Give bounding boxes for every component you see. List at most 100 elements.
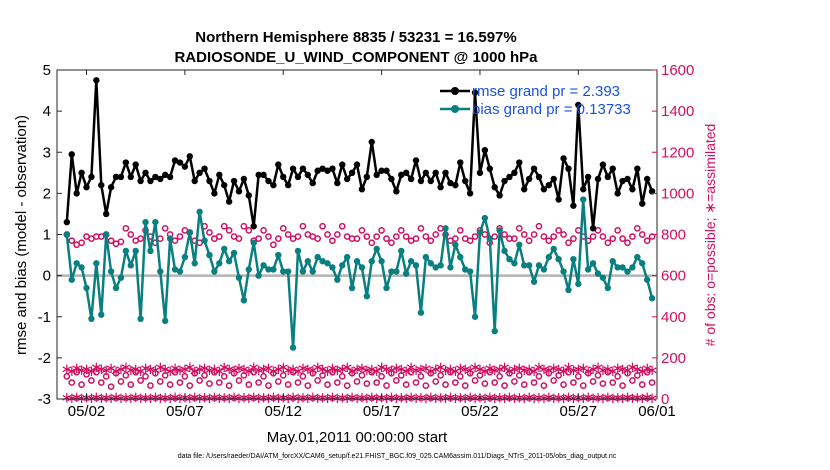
bias-point [93, 260, 100, 267]
bias-point [280, 268, 287, 275]
y-tick-label: 2 [43, 185, 51, 202]
obs-possible-marker [560, 381, 567, 388]
rmse-point [560, 155, 567, 162]
obs-assimilated-marker: ∗ [124, 390, 137, 407]
obs-possible-marker [466, 369, 474, 377]
obs-possible-marker [343, 382, 351, 389]
bias-point [565, 286, 572, 294]
obs-assimilated-marker: ∗ [439, 362, 452, 379]
obs-assimilated-marker: ∗ [292, 390, 305, 407]
bias-point [122, 247, 130, 255]
obs-possible-marker [402, 233, 410, 240]
bias-point [255, 272, 262, 279]
rmse-point [422, 169, 430, 177]
obs-assimilated-marker: ∗ [267, 363, 280, 380]
obs-possible-marker [373, 379, 381, 386]
obs-assimilated-marker: ∗ [513, 360, 526, 377]
obs-possible-marker [284, 231, 292, 238]
obs-possible-marker [397, 227, 405, 234]
obs-assimilated-marker: ∗ [562, 389, 575, 406]
obs-possible-marker [353, 235, 361, 242]
rmse-point [442, 169, 449, 177]
bias-point [584, 266, 592, 273]
obs-assimilated-marker: ∗ [493, 390, 506, 407]
bias-point [73, 260, 80, 267]
obs-assimilated-marker: ∗ [149, 389, 162, 406]
bias-point [225, 258, 233, 265]
obs-assimilated-marker: ∗ [341, 390, 354, 407]
obs-possible-marker [560, 231, 567, 238]
obs-assimilated-marker: ∗ [70, 389, 83, 406]
obs-assimilated-marker: ∗ [365, 389, 378, 406]
obs-assimilated-marker: ∗ [464, 362, 477, 379]
rmse-point [250, 223, 257, 230]
bias-point [604, 284, 612, 292]
obs-possible-marker [279, 224, 287, 232]
obs-possible-marker [73, 368, 81, 376]
bias-point [83, 284, 90, 292]
obs-possible-marker [201, 372, 208, 379]
obs-possible-marker [648, 233, 656, 240]
obs-assimilated-marker: ∗ [282, 390, 295, 407]
obs-assimilated-marker: ∗ [410, 362, 423, 379]
obs-assimilated-marker: ∗ [488, 390, 501, 407]
obs-possible-marker [166, 381, 174, 388]
obs-possible-marker [319, 222, 326, 230]
rmse-point [107, 184, 115, 191]
obs-assimilated-marker: ∗ [557, 363, 570, 380]
obs-possible-marker [427, 369, 435, 377]
rmse-point [122, 159, 130, 166]
obs-assimilated-marker: ∗ [587, 361, 600, 378]
bias-point [570, 255, 577, 263]
bias-point [102, 231, 110, 238]
obs-assimilated-marker: ∗ [597, 362, 610, 379]
obs-assimilated-marker: ∗ [159, 361, 172, 378]
rmse-point [93, 77, 100, 84]
obs-possible-marker [363, 233, 371, 240]
obs-possible-marker [476, 372, 484, 379]
bias-point [88, 315, 95, 323]
bias-point [166, 235, 174, 242]
rmse-point [240, 175, 248, 183]
obs-assimilated-marker: ∗ [223, 361, 236, 378]
obs-possible-marker [137, 235, 144, 242]
bias-point [211, 268, 218, 275]
obs-possible-marker [511, 378, 518, 385]
obs-assimilated-marker: ∗ [336, 390, 349, 407]
bias-point [634, 253, 641, 261]
obs-assimilated-marker: ∗ [646, 390, 659, 407]
rmse-point [63, 218, 71, 226]
obs-assimilated-marker: ∗ [602, 389, 615, 406]
obs-assimilated-marker: ∗ [321, 390, 334, 407]
x-tick-label: 05/27 [560, 403, 598, 420]
bias-point [575, 280, 582, 288]
obs-possible-marker [220, 373, 228, 380]
obs-assimilated-marker: ∗ [164, 390, 177, 407]
obs-possible-marker [535, 373, 543, 380]
obs-assimilated-marker: ∗ [602, 361, 615, 378]
obs-assimilated-marker: ∗ [597, 390, 610, 407]
obs-assimilated-marker: ∗ [272, 361, 285, 378]
obs-assimilated-marker: ∗ [223, 390, 236, 407]
obs-assimilated-marker: ∗ [606, 390, 619, 407]
obs-assimilated-marker: ∗ [503, 389, 516, 406]
y2-tick-label: 200 [661, 350, 686, 367]
obs-assimilated-marker: ∗ [434, 359, 447, 376]
rmse-point [555, 196, 562, 203]
bias-point [299, 268, 307, 275]
obs-possible-marker [447, 368, 454, 376]
rmse-point [363, 173, 371, 181]
rmse-point [609, 165, 616, 172]
obs-assimilated-marker: ∗ [144, 361, 157, 378]
bias-point [383, 284, 390, 292]
rmse-point [314, 167, 321, 174]
obs-assimilated-marker: ∗ [538, 361, 551, 378]
obs-possible-marker [240, 222, 248, 230]
obs-assimilated-marker: ∗ [316, 361, 329, 378]
obs-possible-marker [294, 379, 302, 386]
obs-possible-marker [265, 233, 272, 240]
rmse-point [511, 169, 518, 177]
bias-point [535, 262, 543, 269]
obs-possible-marker [565, 368, 572, 376]
rmse-point [319, 165, 326, 172]
